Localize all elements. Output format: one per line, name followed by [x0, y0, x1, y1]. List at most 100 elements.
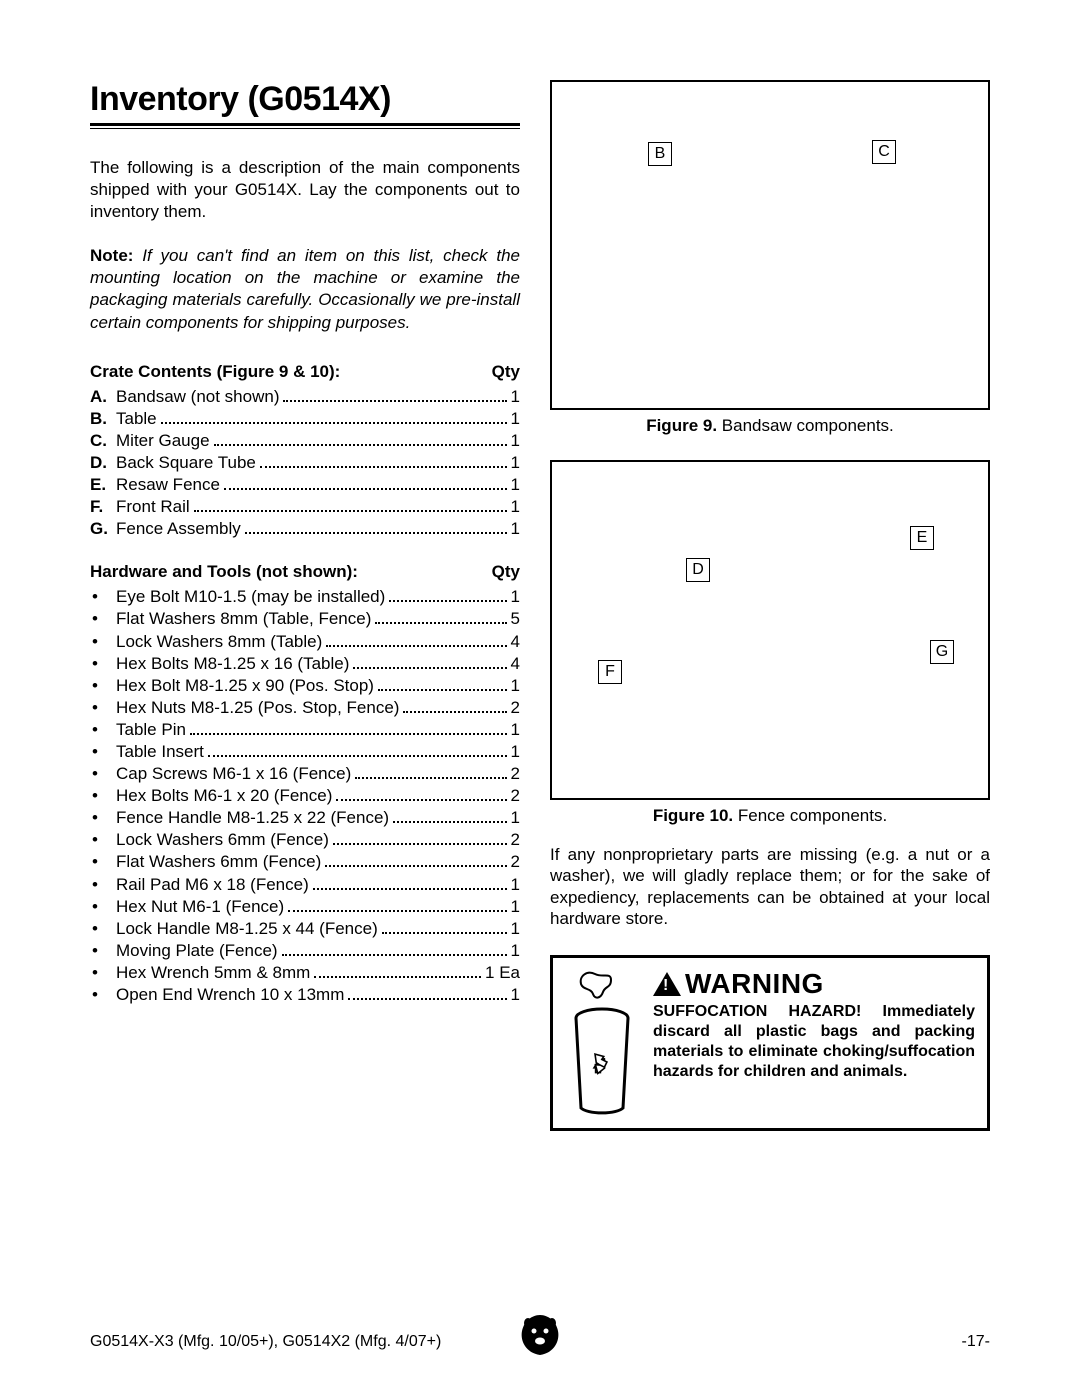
warning-triangle-icon — [653, 972, 681, 996]
bullet-icon: • — [90, 896, 116, 918]
bullet-icon: • — [90, 918, 116, 940]
leader-dots — [336, 799, 506, 801]
crate-qty: 1 — [511, 496, 520, 518]
leader-dots — [214, 444, 507, 446]
figure-9-caption: Figure 9. Bandsaw components. — [550, 416, 990, 436]
figure-callout: C — [872, 140, 896, 164]
crate-key: B. — [90, 408, 116, 430]
hardware-label: Fence Handle M8-1.25 x 22 (Fence) — [116, 807, 389, 829]
crate-header: Crate Contents (Figure 9 & 10): Qty — [90, 362, 520, 382]
note-text: If you can't find an item on this list, … — [90, 246, 520, 331]
bullet-icon: • — [90, 675, 116, 697]
leader-dots — [348, 998, 506, 1000]
hardware-label: Moving Plate (Fence) — [116, 940, 278, 962]
crate-key: F. — [90, 496, 116, 518]
hardware-row: •Hex Bolt M8-1.25 x 90 (Pos. Stop)1 — [90, 675, 520, 697]
hardware-row: •Hex Bolts M6-1 x 20 (Fence) 2 — [90, 785, 520, 807]
hardware-row: •Fence Handle M8-1.25 x 22 (Fence)1 — [90, 807, 520, 829]
bullet-icon: • — [90, 697, 116, 719]
figure-callout: G — [930, 640, 954, 664]
hardware-qty: 4 — [511, 631, 520, 653]
leader-dots — [282, 954, 507, 956]
crate-list: A.Bandsaw (not shown)1B.Table1C.Miter Ga… — [90, 386, 520, 541]
hardware-label: Rail Pad M6 x 18 (Fence) — [116, 874, 309, 896]
hardware-row: •Rail Pad M6 x 18 (Fence)1 — [90, 874, 520, 896]
hardware-qty: 1 — [511, 918, 520, 940]
leader-dots — [245, 532, 507, 534]
leader-dots — [353, 667, 506, 669]
leader-dots — [325, 865, 506, 867]
hardware-row: •Hex Nuts M8-1.25 (Pos. Stop, Fence)2 — [90, 697, 520, 719]
figure-callout: F — [598, 660, 622, 684]
bullet-icon: • — [90, 631, 116, 653]
hardware-label: Hex Nuts M8-1.25 (Pos. Stop, Fence) — [116, 697, 399, 719]
bullet-icon: • — [90, 608, 116, 630]
bullet-icon: • — [90, 807, 116, 829]
hardware-qty: 1 — [511, 741, 520, 763]
crate-qty: 1 — [511, 474, 520, 496]
brand-logo-icon — [518, 1313, 562, 1357]
bullet-icon: • — [90, 785, 116, 807]
hardware-qty: 1 — [511, 675, 520, 697]
figure-9-box: BC — [550, 80, 990, 410]
warning-title: WARNING — [685, 968, 824, 1000]
crate-header-right: Qty — [492, 362, 520, 382]
hardware-label: Flat Washers 6mm (Fence) — [116, 851, 321, 873]
crate-label: Fence Assembly — [116, 518, 241, 540]
figure-10-caption: Figure 10. Fence components. — [550, 806, 990, 826]
figure-callout: D — [686, 558, 710, 582]
bullet-icon: • — [90, 763, 116, 785]
bullet-icon: • — [90, 851, 116, 873]
crate-key: C. — [90, 430, 116, 452]
hardware-label: Table Pin — [116, 719, 186, 741]
leader-dots — [378, 689, 507, 691]
leader-dots — [375, 622, 506, 624]
warning-box: WARNING SUFFOCATION HAZARD! Immediately … — [550, 955, 990, 1131]
crate-qty: 1 — [511, 386, 520, 408]
hardware-row: •Moving Plate (Fence)1 — [90, 940, 520, 962]
hardware-label: Hex Wrench 5mm & 8mm — [116, 962, 310, 984]
leader-dots — [393, 821, 506, 823]
right-column: BC Figure 9. Bandsaw components. EDGF Fi… — [550, 80, 990, 1131]
crate-label: Resaw Fence — [116, 474, 220, 496]
hardware-row: •Hex Nut M6-1 (Fence)1 — [90, 896, 520, 918]
leader-dots — [288, 910, 506, 912]
crate-label: Front Rail — [116, 496, 190, 518]
leader-dots — [333, 843, 507, 845]
hardware-label: Open End Wrench 10 x 13mm — [116, 984, 344, 1006]
hardware-qty: 5 — [511, 608, 520, 630]
hardware-qty: 2 — [511, 785, 520, 807]
leader-dots — [224, 488, 507, 490]
hardware-qty: 1 — [511, 940, 520, 962]
note-label: Note: — [90, 246, 133, 265]
crate-label: Bandsaw (not shown) — [116, 386, 279, 408]
leader-dots — [382, 932, 507, 934]
hardware-label: Hex Nut M6-1 (Fence) — [116, 896, 284, 918]
leader-dots — [314, 976, 481, 978]
crate-qty: 1 — [511, 452, 520, 474]
hardware-label: Hex Bolts M6-1 x 20 (Fence) — [116, 785, 332, 807]
hardware-row: •Table Insert1 — [90, 741, 520, 763]
bullet-icon: • — [90, 829, 116, 851]
leader-dots — [161, 422, 507, 424]
hardware-row: •Flat Washers 6mm (Fence)2 — [90, 851, 520, 873]
leader-dots — [389, 600, 506, 602]
hardware-label: Lock Washers 6mm (Fence) — [116, 829, 329, 851]
leader-dots — [326, 645, 506, 647]
figure-10-box: EDGF — [550, 460, 990, 800]
crate-label: Table — [116, 408, 157, 430]
hardware-header: Hardware and Tools (not shown): Qty — [90, 562, 520, 582]
bullet-icon: • — [90, 874, 116, 896]
leader-dots — [208, 755, 507, 757]
figure-callout: B — [648, 142, 672, 166]
hardware-label: Lock Washers 8mm (Table) — [116, 631, 322, 653]
warning-text-col: WARNING SUFFOCATION HAZARD! Immediately … — [653, 968, 975, 1118]
crate-key: A. — [90, 386, 116, 408]
hardware-qty: 1 — [511, 719, 520, 741]
hardware-row: •Eye Bolt M10-1.5 (may be installed)1 — [90, 586, 520, 608]
hardware-row: •Lock Washers 8mm (Table) 4 — [90, 631, 520, 653]
crate-qty: 1 — [511, 430, 520, 452]
hardware-header-right: Qty — [492, 562, 520, 582]
hardware-label: Flat Washers 8mm (Table, Fence) — [116, 608, 371, 630]
crate-row: C.Miter Gauge1 — [90, 430, 520, 452]
